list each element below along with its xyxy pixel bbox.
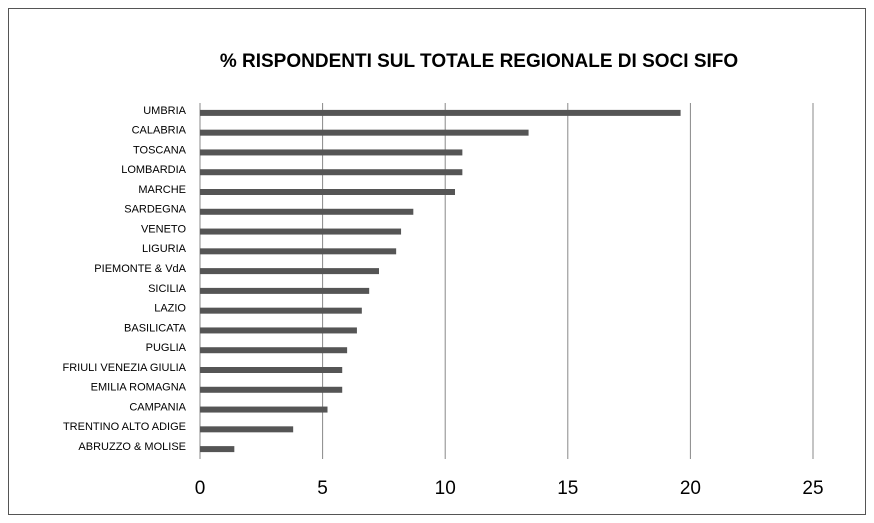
y-tick-label: SARDEGNA xyxy=(124,204,186,216)
y-tick-label: CALABRIA xyxy=(132,125,187,137)
y-tick-label: LAZIO xyxy=(154,303,186,315)
y-tick-label: ABRUZZO & MOLISE xyxy=(78,441,186,453)
bar xyxy=(200,189,456,195)
bar xyxy=(200,307,362,314)
bar xyxy=(200,149,463,156)
y-tick-label: MARCHE xyxy=(138,184,186,196)
bar xyxy=(200,406,328,413)
bar xyxy=(200,287,370,294)
y-tick-label: TRENTINO ALTO ADIGE xyxy=(63,421,186,433)
chart-border xyxy=(8,8,866,515)
y-tick-label: BASILICATA xyxy=(124,322,187,334)
y-tick-label: UMBRIA xyxy=(143,105,186,117)
bar xyxy=(200,208,414,215)
x-tick-label: 10 xyxy=(435,478,456,499)
y-tick-label: PUGLIA xyxy=(146,342,187,354)
x-tick-label: 5 xyxy=(317,478,328,499)
bar xyxy=(200,347,348,354)
chart-title: % RISPONDENTI SUL TOTALE REGIONALE DI SO… xyxy=(220,51,738,72)
bar xyxy=(200,109,681,116)
bar xyxy=(200,169,463,176)
y-tick-label: VENETO xyxy=(141,223,186,235)
y-tick-label: FRIULI VENEZIA GIULIA xyxy=(63,362,187,374)
bar xyxy=(200,446,235,453)
x-tick-label: 15 xyxy=(557,478,578,499)
x-tick-label: 20 xyxy=(680,478,701,499)
y-tick-label: CAMPANIA xyxy=(129,401,186,413)
bar xyxy=(200,327,357,334)
bar xyxy=(200,268,379,275)
x-tick-label: 25 xyxy=(802,478,823,499)
x-tick-label: 0 xyxy=(195,478,206,499)
y-tick-label: TOSCANA xyxy=(133,144,187,156)
bar xyxy=(200,367,343,373)
y-tick-label: EMILIA ROMAGNA xyxy=(91,382,187,394)
bar xyxy=(200,129,529,136)
y-tick-label: PIEMONTE & VdA xyxy=(94,263,186,275)
y-tick-label: LOMBARDIA xyxy=(121,164,186,176)
bar xyxy=(200,386,343,393)
y-tick-label: SICILIA xyxy=(148,283,187,295)
bar xyxy=(200,426,294,433)
bar xyxy=(200,228,402,235)
y-tick-label: LIGURIA xyxy=(142,243,187,255)
bar xyxy=(200,248,397,255)
